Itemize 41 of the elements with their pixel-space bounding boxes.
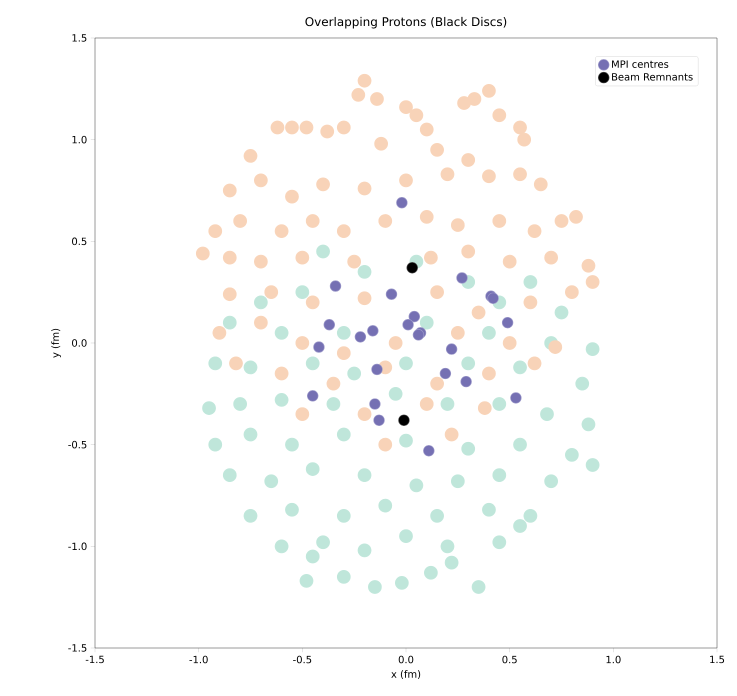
point <box>502 316 514 328</box>
point <box>446 343 458 355</box>
point <box>408 310 420 322</box>
point <box>354 331 366 343</box>
y-tick-label: -0.5 <box>68 440 86 448</box>
point <box>371 364 383 376</box>
point <box>440 368 452 380</box>
point <box>373 414 385 426</box>
point <box>313 341 325 353</box>
point <box>367 325 379 336</box>
y-tick-label: -1.5 <box>68 644 86 652</box>
legend-label: Beam Remnants <box>612 73 693 81</box>
point <box>369 398 381 410</box>
point <box>456 272 468 284</box>
x-tick-label: -0.5 <box>293 656 312 664</box>
x-axis-title: x (fm) <box>391 670 420 680</box>
point <box>510 392 522 404</box>
y-tick-label: 0.0 <box>72 339 87 347</box>
point <box>330 280 342 292</box>
point <box>324 319 335 330</box>
x-tick-label: 0.5 <box>502 656 517 664</box>
point <box>406 262 418 274</box>
x-tick-label: 0.0 <box>398 656 414 664</box>
chart-title: Overlapping Protons (Black Discs) <box>305 16 506 28</box>
y-tick-label: 1.5 <box>72 34 86 42</box>
point <box>460 376 472 388</box>
y-tick-label: 1.0 <box>72 136 87 144</box>
point <box>307 390 318 402</box>
x-tick-label: 1.5 <box>710 656 724 664</box>
y-tick-label: 0.5 <box>72 238 86 246</box>
point <box>386 288 398 300</box>
x-tick-label: 1.0 <box>606 656 621 664</box>
x-tick-label: -1.5 <box>86 656 104 664</box>
point <box>423 445 434 456</box>
y-axis-title: y (fm) <box>51 328 61 358</box>
point <box>396 197 408 208</box>
point <box>402 319 414 330</box>
point <box>398 414 410 426</box>
y-tick-label: -1.0 <box>68 542 87 550</box>
legend-label: MPI centres <box>612 60 668 68</box>
x-tick-label: -1.0 <box>189 656 208 664</box>
